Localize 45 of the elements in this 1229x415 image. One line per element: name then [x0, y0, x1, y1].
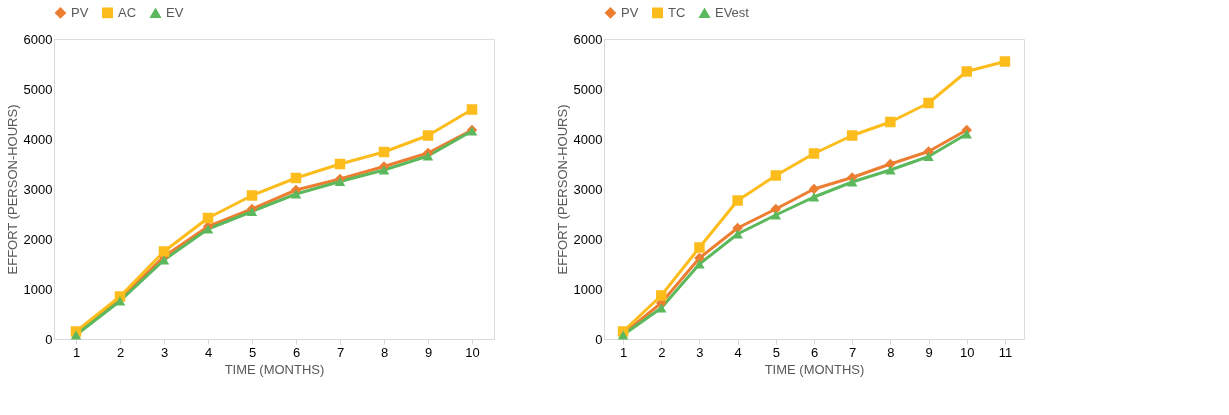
x-tick-label: 10	[465, 344, 480, 360]
x-tick-label: 2	[658, 344, 666, 360]
x-tick-label: 1	[619, 344, 628, 360]
y-tick-label: 2000	[573, 231, 603, 247]
x-tick-label: 7	[849, 344, 857, 360]
x-axis-title: TIME (MONTHS)	[764, 361, 865, 377]
y-axis-title: EFFORT (PERSON-HOURS)	[554, 104, 570, 275]
x-tick-label: 3	[696, 344, 704, 360]
x-tick-label: 9	[925, 344, 933, 360]
y-tick-label: 5000	[573, 81, 603, 97]
y-tick-label: 6000	[573, 31, 603, 47]
x-tick-label: 9	[424, 344, 433, 360]
x-tick-label: 6	[292, 344, 301, 360]
legend-label: PV	[621, 4, 639, 20]
y-tick-label: 4000	[573, 131, 603, 147]
x-tick-label: 4	[734, 344, 742, 360]
y-tick-label: 3000	[23, 181, 53, 197]
x-tick-label: 2	[116, 344, 125, 360]
y-axis-title: EFFORT (PERSON-HOURS)	[4, 104, 20, 275]
x-tick-label: 6	[810, 344, 819, 360]
y-tick-label: 0	[45, 331, 53, 347]
legend-label: EV	[166, 5, 184, 21]
x-tick-label: 5	[248, 344, 257, 360]
legend-label: EVest	[715, 5, 750, 21]
x-tick-label: 8	[887, 344, 895, 360]
y-tick-label: 2000	[23, 231, 53, 247]
x-tick-label: 8	[380, 344, 389, 360]
y-tick-label: 4000	[23, 131, 53, 147]
x-axis-title: TIME (MONTHS)	[224, 361, 325, 377]
y-tick-label: 1000	[23, 281, 53, 297]
x-tick-label: 5	[772, 344, 780, 360]
x-tick-label: 7	[336, 344, 345, 360]
y-tick-label: 1000	[573, 281, 603, 297]
x-tick-label: 10	[959, 344, 975, 360]
x-tick-label: 11	[998, 344, 1013, 360]
x-tick-label: 4	[204, 344, 213, 360]
y-tick-label: 0	[595, 331, 603, 347]
x-tick-label: 3	[160, 344, 169, 360]
legend-label: TC	[668, 4, 686, 20]
x-tick-label: 1	[72, 344, 81, 360]
legend-label: AC	[118, 4, 137, 20]
y-tick-label: 3000	[573, 181, 603, 197]
y-tick-label: 6000	[23, 31, 53, 47]
legend-label: PV	[71, 4, 89, 20]
y-tick-label: 5000	[23, 81, 53, 97]
